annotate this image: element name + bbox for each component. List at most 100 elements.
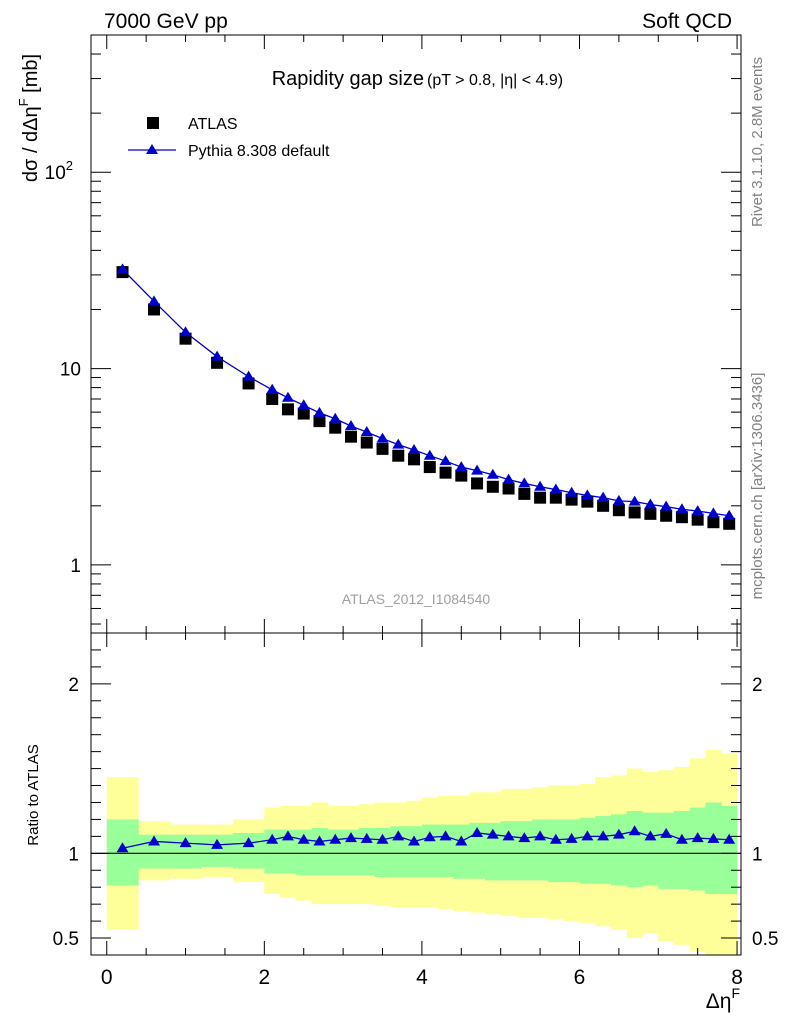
ratio-point — [148, 835, 161, 846]
ratio-y-tick-label-right: 1 — [752, 844, 763, 865]
pythia-point — [329, 412, 342, 423]
ratio-y-tick-label-left: 1 — [68, 844, 79, 865]
atlas-point — [471, 477, 484, 490]
uncertainty-band-inner — [642, 812, 659, 886]
uncertainty-band-inner — [547, 819, 565, 883]
atlas-point — [644, 507, 657, 520]
atlas-point — [486, 480, 499, 493]
uncertainty-band-inner — [406, 826, 423, 878]
ratio-point — [612, 828, 625, 839]
legend-pythia-marker — [146, 144, 158, 154]
pythia-point — [597, 491, 610, 502]
ratio-panel: 0 2 4 6 8 0.5 0.5 1 1 2 2 Ratio to ATLAS ΔηF — [25, 632, 778, 1013]
ratio-point — [549, 833, 562, 844]
atlas-point — [502, 482, 515, 495]
pythia-point — [360, 426, 373, 437]
ratio-point — [707, 832, 720, 843]
legend-pythia-label: Pythia 8.308 default — [188, 143, 330, 160]
uncertainty-band-inner — [689, 807, 706, 891]
ratio-point — [486, 828, 499, 839]
atlas-point — [612, 504, 625, 517]
ratio-point — [581, 830, 594, 841]
atlas-point — [660, 509, 673, 522]
uncertainty-band-inner — [453, 824, 470, 879]
ratio-point — [297, 833, 310, 844]
ratio-point — [313, 835, 326, 846]
ratio-point — [723, 833, 736, 844]
ratio-point — [675, 833, 688, 844]
ratio-y-tick-label-right: 2 — [752, 675, 763, 696]
pythia-point — [691, 505, 704, 516]
atlas-point — [281, 403, 294, 416]
uncertainty-band-inner — [532, 819, 549, 881]
ratio-y-axis-title: Ratio to ATLAS — [25, 744, 42, 845]
ratio-point — [455, 835, 468, 846]
atlas-point — [392, 449, 405, 462]
atlas-point — [360, 436, 373, 449]
uncertainty-band-inner — [500, 821, 517, 881]
uncertainty-band-inner — [674, 810, 691, 889]
uncertainty-band-inner — [595, 816, 612, 884]
pythia-point — [707, 507, 720, 518]
ratio-point — [628, 825, 641, 836]
atlas-point — [313, 415, 326, 428]
ratio-x-tick-label: 2 — [258, 966, 270, 989]
ratio-point — [360, 832, 373, 843]
uncertainty-band-inner — [280, 829, 297, 874]
atlas-point — [691, 513, 704, 526]
analysis-watermark: ATLAS_2012_I1084540 — [342, 591, 491, 607]
ratio-x-tick-label: 0 — [101, 966, 113, 989]
ratio-x-tick-label: 6 — [574, 966, 586, 989]
pythia-point — [565, 486, 578, 497]
pythia-point — [628, 495, 641, 506]
pythia-point — [612, 494, 625, 505]
atlas-point — [675, 511, 688, 524]
pythia-point — [148, 295, 161, 306]
pythia-curve — [122, 268, 730, 517]
pythia-point — [266, 383, 279, 394]
uncertainty-band-inner — [106, 819, 139, 886]
pythia-point — [675, 503, 688, 514]
atlas-point — [376, 442, 389, 455]
atlas-point — [345, 430, 357, 443]
pythia-point — [179, 326, 192, 337]
main-y-tick-label: 10 — [60, 360, 81, 381]
ratio-point — [597, 830, 610, 841]
header-left: 7000 GeV pp — [104, 10, 228, 33]
atlas-point — [266, 392, 279, 405]
uncertainty-band-inner — [626, 810, 643, 888]
pythia-point — [281, 391, 294, 402]
pythia-point — [518, 477, 531, 488]
ratio-point — [179, 837, 192, 848]
legend-atlas-label: ATLAS — [188, 116, 238, 133]
pythia-point — [455, 461, 468, 472]
ratio-y-tick-label-right: 0.5 — [752, 929, 778, 950]
uncertainty-band-inner — [658, 812, 675, 889]
uncertainty-band-inner — [516, 821, 533, 881]
main-y-tick-label: 102 — [45, 158, 73, 184]
ratio-point — [644, 830, 657, 841]
pythia-point — [581, 489, 594, 500]
uncertainty-band-inner — [611, 814, 628, 886]
main-y-axis-title: dσ / dΔηF [mb] — [16, 54, 42, 182]
main-panel: 1 10 102 Rapidity gap size (pT > 0.8, |η| … — [16, 34, 742, 634]
atlas-point — [707, 516, 720, 529]
atlas-point — [628, 506, 641, 519]
uncertainty-band-inner — [721, 805, 738, 894]
atlas-point — [329, 421, 342, 434]
ratio-point — [211, 838, 224, 849]
pythia-point — [345, 419, 357, 430]
ratio-point — [266, 833, 279, 844]
ratio-point — [281, 830, 294, 841]
main-title: Rapidity gap size — [272, 68, 424, 90]
atlas-point — [148, 303, 161, 316]
pythia-point — [376, 432, 389, 443]
uncertainty-band-inner — [563, 819, 580, 883]
ratio-point — [408, 835, 421, 846]
pythia-point — [297, 399, 310, 410]
pythia-point — [408, 443, 421, 454]
legend-atlas-marker — [147, 117, 159, 129]
ratio-x-tick-label: 4 — [416, 966, 428, 989]
atlas-point — [408, 453, 421, 466]
